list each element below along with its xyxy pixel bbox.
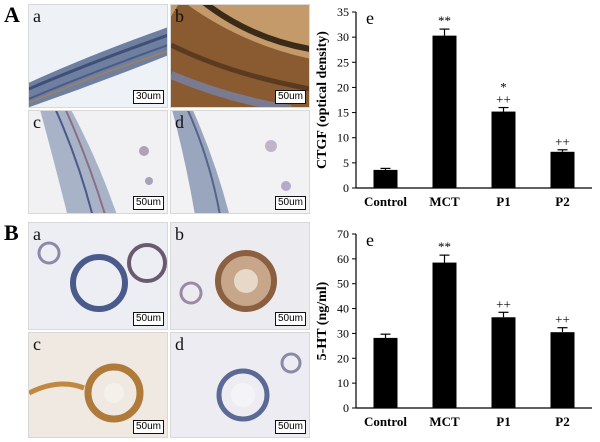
bar (373, 169, 398, 188)
panel-letter-b: B (4, 220, 19, 245)
category-label: P2 (555, 194, 569, 209)
bar (550, 151, 575, 188)
image-label: b (175, 224, 184, 244)
micrograph-b-b: b 50um (170, 222, 310, 330)
y-tick-label: 20 (337, 351, 349, 365)
micrograph-a-c: c 50um (28, 110, 168, 214)
bar (550, 332, 575, 408)
micrograph-b-d: d 50um (170, 332, 310, 438)
category-label: MCT (429, 414, 460, 429)
y-tick-label: 25 (337, 55, 349, 69)
significance-label: ++ (496, 92, 511, 107)
scale-bar: 50um (132, 312, 164, 326)
serotonin-bar-chart: 0 10 20 30 40 50 60 70 e 5-HT (ng/ml) Control MCT **… (315, 227, 592, 429)
image-label: a (33, 6, 41, 26)
category-label: P2 (555, 414, 569, 429)
image-label: d (175, 112, 184, 132)
micrograph-b-a: a 50um (28, 222, 168, 330)
category-label: Control (364, 194, 407, 209)
significance-label: ++ (496, 296, 511, 311)
y-tick-label: 5 (343, 156, 349, 170)
bar (373, 337, 398, 408)
ctgf-bar-chart: 0 5 10 15 20 25 30 35 e CTGF (optical density) Con… (315, 5, 592, 209)
y-tick-label: 30 (337, 326, 349, 340)
micrograph-a-a: a 30um (28, 4, 168, 108)
lung-tissue-image (171, 223, 309, 329)
panel-letter-a: A (4, 2, 20, 27)
scale-bar: 50um (274, 90, 306, 104)
y-tick-label: 30 (337, 30, 349, 44)
micrograph-b-c: c 50um (28, 332, 168, 438)
y-tick-label: 0 (343, 181, 349, 195)
y-tick-label: 70 (337, 227, 349, 241)
y-tick-label: 0 (343, 401, 349, 415)
micrograph-a-b: b 50um (170, 4, 310, 108)
bar (432, 262, 457, 408)
significance-label: ** (438, 239, 451, 254)
bar (432, 35, 457, 189)
significance-label: ** (438, 13, 451, 28)
artery-wall-image (29, 5, 167, 107)
significance-label: * (500, 80, 507, 95)
lung-tissue-image (29, 333, 167, 437)
y-tick-label: 20 (337, 80, 349, 94)
bar (491, 317, 516, 408)
image-label: d (175, 334, 184, 354)
image-label: a (33, 224, 41, 244)
scale-bar: 50um (274, 196, 306, 210)
y-tick-label: 10 (337, 376, 349, 390)
category-label: P1 (496, 414, 510, 429)
lung-tissue-image (171, 333, 309, 437)
artery-wall-image (29, 111, 167, 213)
category-label: P1 (496, 194, 510, 209)
y-tick-label: 10 (337, 131, 349, 145)
image-label: c (33, 334, 41, 354)
category-label: Control (364, 414, 407, 429)
y-axis-label: CTGF (optical density) (315, 31, 330, 169)
y-tick-label: 60 (337, 252, 349, 266)
scale-bar: 50um (274, 312, 306, 326)
y-tick-label: 50 (337, 277, 349, 291)
scale-bar: 50um (132, 420, 164, 434)
scale-bar: 50um (132, 196, 164, 210)
category-label: MCT (429, 194, 460, 209)
panel-label: e (366, 230, 374, 250)
y-tick-label: 15 (337, 106, 349, 120)
significance-label: ++ (555, 134, 570, 149)
scale-bar: 50um (274, 420, 306, 434)
image-label: c (33, 112, 41, 132)
y-tick-label: 35 (337, 5, 349, 19)
y-axis-label: 5-HT (ng/ml) (315, 281, 330, 360)
lung-tissue-image (29, 223, 167, 329)
y-tick-label: 40 (337, 302, 349, 316)
panel-label: e (366, 8, 374, 28)
image-label: b (175, 6, 184, 26)
micrograph-a-d: d 50um (170, 110, 310, 214)
significance-label: ++ (555, 312, 570, 327)
scale-bar: 30um (132, 90, 164, 104)
bar (491, 111, 516, 188)
